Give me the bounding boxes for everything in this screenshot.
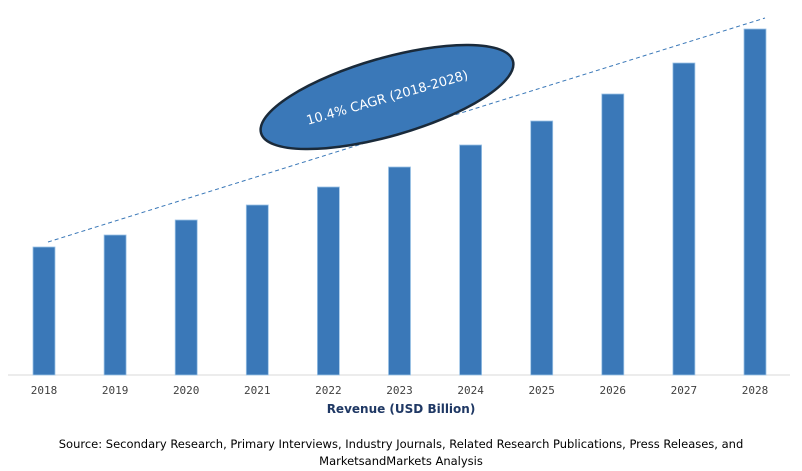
bar-2023 <box>388 166 411 376</box>
bar-2028 <box>743 28 767 376</box>
x-tick-label: 2028 <box>742 384 769 397</box>
x-axis-label: Revenue (USD Billion) <box>327 402 476 416</box>
x-tick-label: 2024 <box>457 384 484 397</box>
source-line-1: Source: Secondary Research, Primary Inte… <box>58 437 744 451</box>
x-tick-label: 2027 <box>671 384 698 397</box>
bar-2020 <box>174 219 198 376</box>
cagr-annotation: 10.4% CAGR (2018-2028) <box>259 43 515 151</box>
x-tick-label: 2022 <box>315 384 342 397</box>
bar-chart: 2018 2019 2020 2021 2022 2023 2024 2025 2026 2027… <box>8 17 790 416</box>
trend-line <box>47 17 766 243</box>
bar-2026 <box>601 93 625 376</box>
x-tick-label: 2021 <box>244 384 271 397</box>
x-tick-label: 2026 <box>600 384 627 397</box>
bar-2024 <box>459 144 483 376</box>
bar-2022 <box>316 186 340 376</box>
x-tick-label: 2025 <box>528 384 555 397</box>
bar-2019 <box>103 234 127 376</box>
x-tick-label: 2019 <box>102 384 129 397</box>
bar-2027 <box>672 62 696 376</box>
bar-2018 <box>32 246 56 376</box>
cagr-ellipse <box>259 43 515 151</box>
bar-2021 <box>245 204 269 376</box>
x-tick-label: 2023 <box>386 384 413 397</box>
x-tick-label: 2020 <box>173 384 200 397</box>
source-note: Source: Secondary Research, Primary Inte… <box>0 436 802 470</box>
x-tick-label: 2018 <box>31 384 58 397</box>
bar-2025 <box>530 120 554 376</box>
source-line-2: MarketsandMarkets Analysis <box>319 454 483 468</box>
